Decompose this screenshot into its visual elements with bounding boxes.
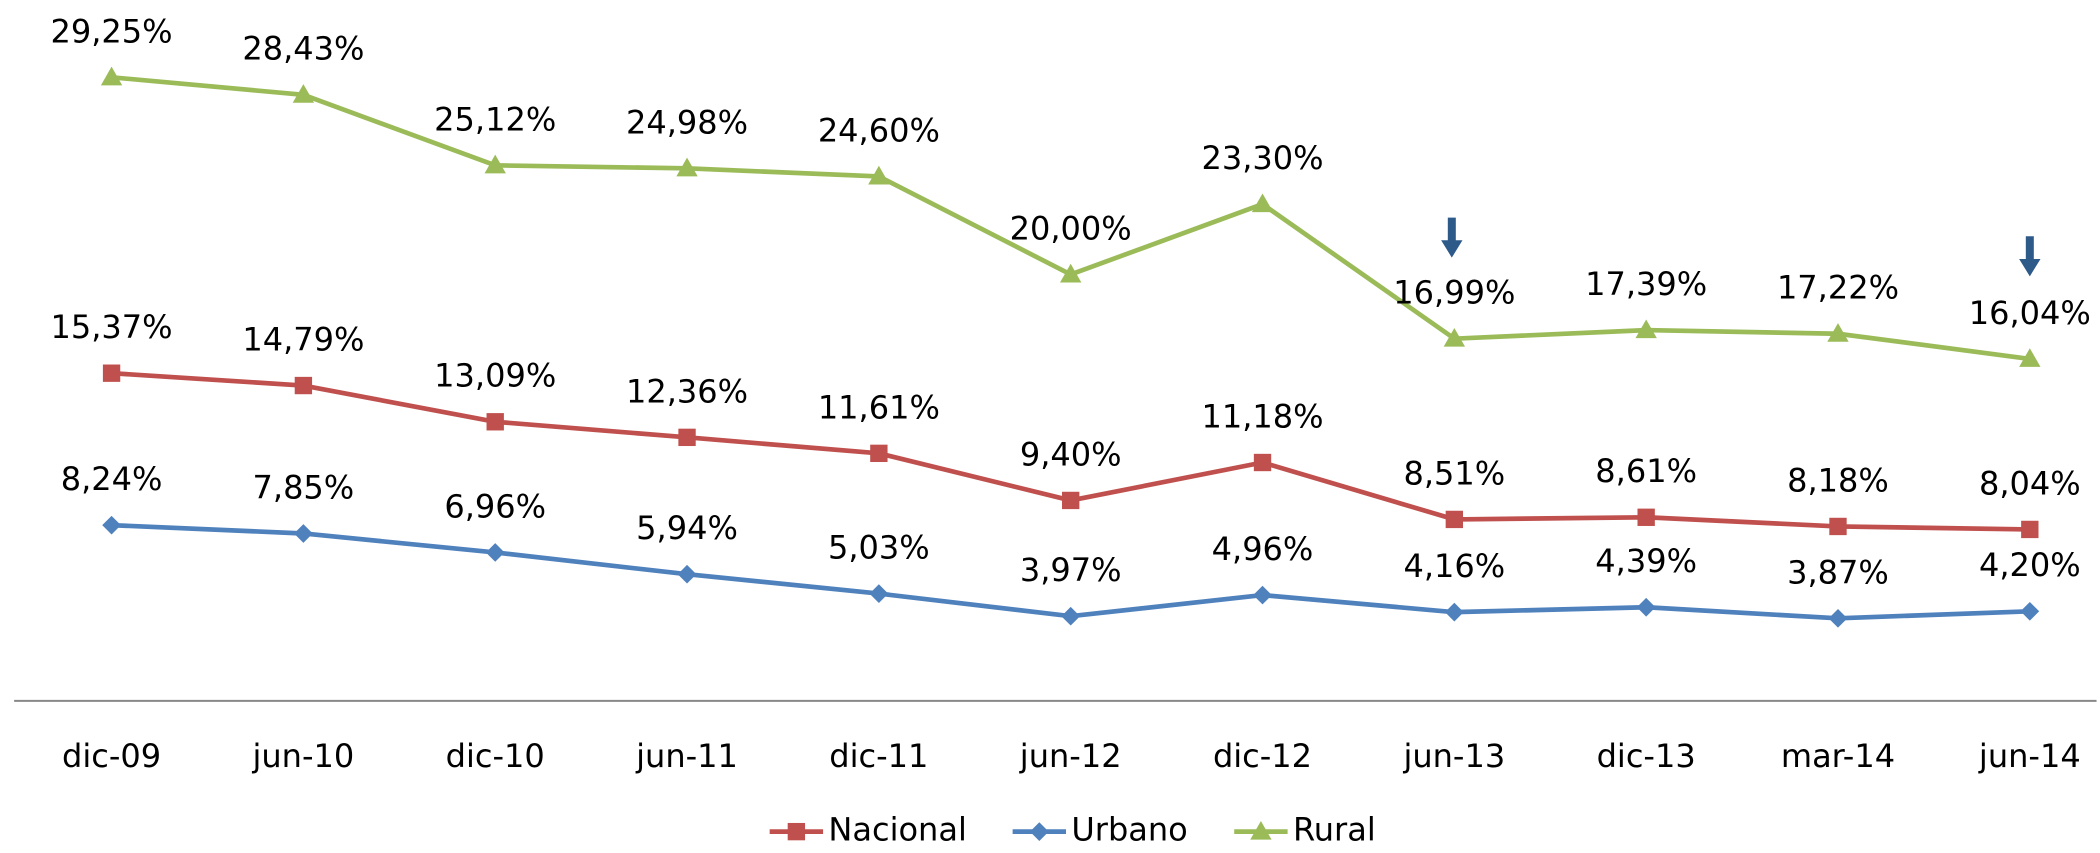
legend-marker (1250, 820, 1272, 840)
data-label: 28,43% (242, 30, 364, 68)
data-label: 8,24% (61, 460, 163, 498)
x-tick-label: dic-09 (62, 737, 161, 775)
data-label: 24,98% (626, 103, 748, 141)
data-label: 16,04% (1969, 294, 2091, 332)
point-marker (678, 428, 696, 447)
x-tick-label: jun-13 (1402, 737, 1505, 775)
point-marker (1636, 597, 1656, 617)
data-label: 20,00% (1010, 209, 1132, 247)
point-marker (1060, 263, 1082, 283)
background (3, 0, 2097, 853)
data-label: 5,03% (828, 529, 930, 567)
point-marker (294, 376, 313, 395)
data-label: 13,09% (434, 357, 556, 395)
legend-marker (1029, 822, 1049, 841)
data-label: 16,99% (1393, 274, 1515, 312)
x-tick-label: dic-10 (446, 737, 545, 775)
point-marker (1637, 508, 1655, 526)
data-label: 15,37% (51, 308, 173, 346)
data-label: 4,39% (1595, 542, 1697, 580)
data-label: 4,16% (1403, 547, 1505, 585)
point-marker (294, 524, 313, 543)
point-marker (292, 84, 315, 103)
point-marker (486, 413, 504, 431)
point-marker (102, 515, 121, 535)
data-label: 8,04% (1979, 464, 2081, 502)
point-marker (1253, 453, 1272, 472)
x-tick-label: dic-11 (829, 737, 928, 775)
legend-label: Rural (1293, 811, 1376, 849)
data-label: 3,87% (1787, 553, 1889, 591)
data-label: 11,61% (818, 388, 940, 426)
data-label: 29,25% (51, 12, 173, 50)
x-tick-label: jun-10 (252, 737, 355, 775)
legend-label: Urbano (1071, 811, 1187, 849)
point-marker (1827, 323, 1849, 342)
data-label: 12,36% (626, 372, 748, 410)
point-marker (1443, 327, 1466, 347)
data-label: 17,22% (1777, 269, 1899, 307)
data-label: 7,85% (253, 468, 355, 506)
data-label: 6,96% (444, 487, 546, 525)
data-label: 3,97% (1020, 551, 1122, 589)
data-label: 23,30% (1201, 139, 1323, 177)
x-tick-label: jun-12 (1019, 737, 1122, 775)
point-marker (102, 364, 121, 382)
point-marker (870, 444, 888, 463)
point-marker (485, 543, 505, 562)
point-marker (1445, 510, 1464, 529)
data-label: 4,20% (1979, 546, 2081, 584)
point-marker (100, 66, 123, 86)
data-label: 9,40% (1020, 435, 1122, 473)
point-marker (2020, 601, 2040, 621)
data-label: 11,18% (1201, 397, 1323, 435)
point-marker (1061, 606, 1081, 626)
data-label: 4,96% (1212, 530, 1314, 568)
point-marker (1062, 491, 1080, 510)
annotation-arrows (1441, 217, 2041, 277)
x-tick-label: jun-11 (635, 737, 738, 775)
point-marker (868, 165, 890, 185)
legend-marker (787, 822, 806, 841)
x-tick-label: dic-13 (1597, 737, 1696, 775)
x-tick-label: dic-12 (1213, 737, 1312, 775)
arrow (1441, 217, 1463, 258)
x-tick-label: jun-14 (1978, 737, 2081, 775)
data-label: 8,51% (1403, 454, 1505, 492)
data-label: 8,18% (1787, 461, 1889, 499)
point-marker (1251, 193, 1274, 213)
arrow (2019, 236, 2041, 277)
point-marker (676, 157, 698, 177)
data-label: 25,12% (434, 100, 556, 138)
data-label: 14,79% (242, 320, 364, 358)
point-marker (1635, 319, 1657, 339)
data-label: 8,61% (1595, 452, 1697, 490)
point-marker (1444, 602, 1464, 622)
point-marker (1829, 517, 1847, 536)
data-label: 24,60% (818, 111, 940, 149)
data-label: 17,39% (1585, 265, 1707, 303)
x-tick-label: mar-14 (1781, 737, 1895, 775)
data-label: 5,94% (636, 509, 738, 547)
point-marker (2021, 520, 2039, 539)
legend-label: Nacional (828, 811, 966, 849)
point-marker (484, 154, 506, 174)
point-marker (2019, 348, 2041, 367)
